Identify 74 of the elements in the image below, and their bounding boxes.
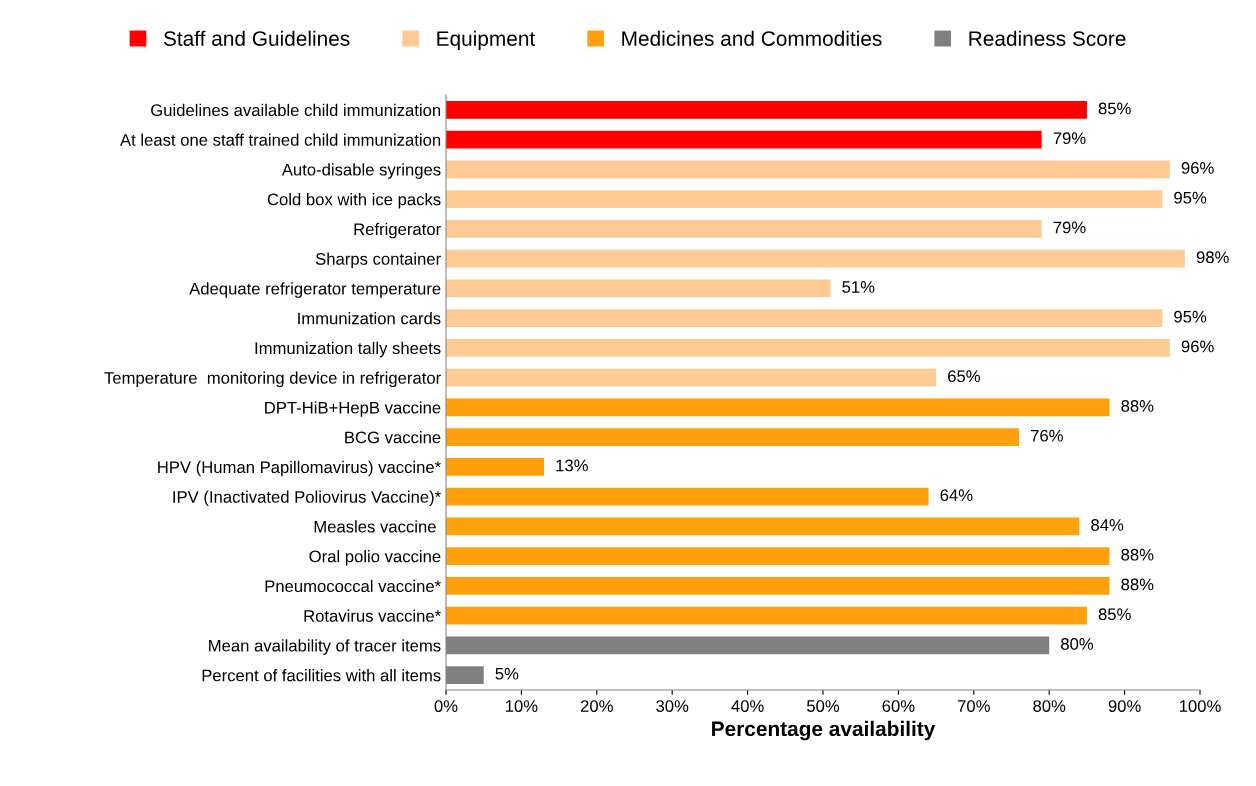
y-tick-label: At least one staff trained child immunization xyxy=(120,133,441,146)
x-tick-label: 60% xyxy=(882,700,915,712)
y-tick-label: BCG vaccine xyxy=(345,431,441,444)
y-tick-label: HPV (Human Papillomavirus) vaccine* xyxy=(158,460,441,477)
x-tick-label: 80% xyxy=(1033,700,1066,712)
legend-label: Staff and Guidelines xyxy=(163,30,350,46)
data-label: 51% xyxy=(842,281,875,293)
bar xyxy=(446,309,1163,328)
data-label: 79% xyxy=(1053,221,1086,234)
bar xyxy=(446,517,1080,536)
bar xyxy=(446,338,1170,357)
bar xyxy=(446,428,1020,447)
bar xyxy=(446,249,1185,268)
data-label: 98% xyxy=(1196,251,1229,264)
y-tick-label: Immunization tally sheets xyxy=(255,341,441,358)
bar xyxy=(446,219,1042,238)
y-tick-label: Percent of facilities with all items xyxy=(202,669,441,682)
data-label: 85% xyxy=(1098,102,1131,115)
bar xyxy=(446,547,1110,566)
y-tick-label: Auto-disable syringes xyxy=(281,163,441,179)
data-label: 88% xyxy=(1121,400,1154,412)
legend-label: Equipment xyxy=(437,30,536,51)
data-label: 13% xyxy=(556,459,588,472)
x-tick-label: 70% xyxy=(957,700,990,712)
x-tick-label: 50% xyxy=(806,700,840,712)
data-label: 95% xyxy=(1174,191,1207,204)
data-label: 84% xyxy=(1091,519,1124,531)
data-label: 76% xyxy=(1031,429,1063,442)
data-label: 79% xyxy=(1053,132,1086,145)
bar xyxy=(446,398,1110,417)
y-tick-label: Mean availability of tracer items xyxy=(209,639,441,655)
x-axis-title: Percentage availability xyxy=(712,720,936,741)
y-tick-label: Rotavirus vaccine* xyxy=(304,609,441,622)
data-label: 5% xyxy=(495,667,519,680)
x-tick-label: 20% xyxy=(580,700,613,712)
data-label: 85% xyxy=(1098,608,1131,621)
bar xyxy=(446,576,1110,595)
x-tick-label: 30% xyxy=(656,700,689,712)
legend-label: Readiness Score xyxy=(969,30,1126,46)
data-label: 96% xyxy=(1181,340,1214,353)
bar xyxy=(446,100,1087,119)
y-tick-label: Pneumococcal vaccine* xyxy=(265,579,441,593)
data-label: 64% xyxy=(940,489,973,502)
data-label: 88% xyxy=(1121,548,1154,561)
bar xyxy=(446,368,937,387)
bar xyxy=(446,487,929,506)
bar xyxy=(446,130,1042,149)
y-tick-label: Sharps container xyxy=(315,252,441,269)
y-tick-label: Oral polio vaccine xyxy=(309,550,441,566)
y-tick-label: Immunization cards xyxy=(298,312,441,325)
bar xyxy=(446,457,545,476)
y-tick-label: Measles vaccine xyxy=(314,520,436,533)
bar xyxy=(446,606,1087,625)
x-tick-label: 100% xyxy=(1179,700,1221,712)
data-label: 80% xyxy=(1061,638,1094,650)
bar xyxy=(446,190,1163,209)
data-label: 95% xyxy=(1174,310,1207,323)
x-tick-label: 40% xyxy=(731,700,764,712)
x-tick-label: 90% xyxy=(1108,700,1141,712)
data-label: 88% xyxy=(1121,578,1154,591)
bar xyxy=(446,160,1170,179)
y-tick-label: IPV (Inactivated Poliovirus Vaccine)* xyxy=(173,490,441,507)
bar xyxy=(446,279,831,298)
y-tick-label: Temperature monitoring device in refrigerator xyxy=(104,371,441,388)
x-tick-label: 10% xyxy=(505,700,538,712)
y-tick-label: DPT-HiB+HepB vaccine xyxy=(265,401,441,417)
y-tick-label: Adequate refrigerator temperature xyxy=(189,282,441,298)
y-tick-label: Cold box with ice packs xyxy=(267,193,441,209)
y-tick-label: Guidelines available child immunization xyxy=(151,103,441,117)
data-label: 65% xyxy=(948,370,980,383)
data-label: 96% xyxy=(1181,162,1214,174)
x-tick-label: 0% xyxy=(434,700,458,712)
legend-label: Medicines and Commodities xyxy=(622,30,882,46)
y-tick-label: Refrigerator xyxy=(354,222,441,239)
